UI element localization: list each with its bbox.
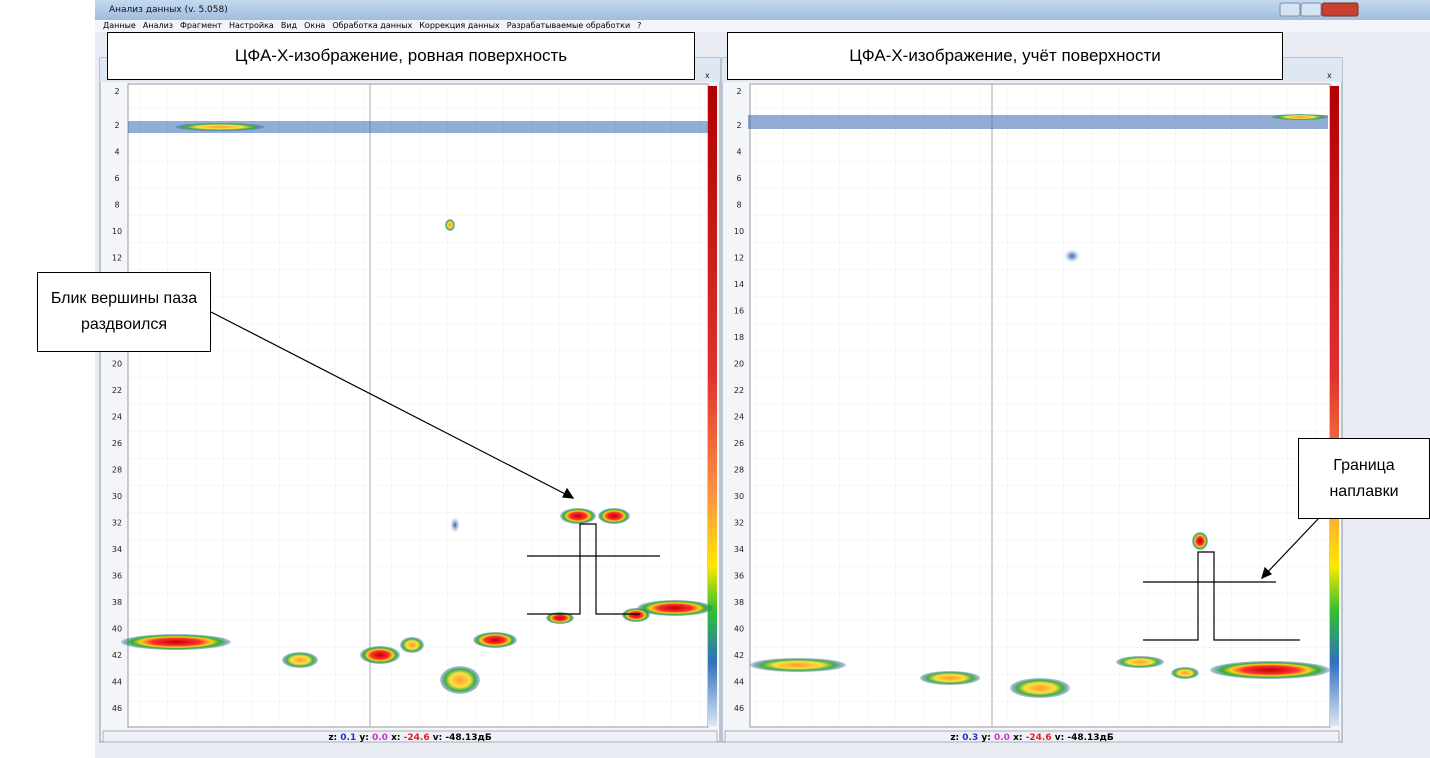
page: Анализ данных (v. 5.058) ДанныеАнализФра… [0,0,1430,758]
axis-label: 42 [112,651,122,660]
axis-label: 30 [734,492,744,501]
annotation: Граница наплавки [1298,438,1430,519]
axis-label: 22 [734,386,744,395]
annotation: Блик вершины паза раздвоился [37,272,211,352]
axis-label: 2 [736,121,741,130]
axis-label: 24 [112,413,122,422]
axis-label: 40 [734,625,744,634]
status-field: x: [1013,733,1022,743]
axis-label: 6 [736,174,741,183]
axis-label: 26 [112,439,122,448]
axis-label: 20 [734,360,744,369]
axis-label: 38 [734,598,744,607]
axis-label: 34 [112,545,122,554]
axis-label: 30 [112,492,122,501]
axis-label: 24 [734,413,744,422]
status-field: x: [391,733,400,743]
axis-label: 26 [734,439,744,448]
axis-label: 20 [112,360,122,369]
status-field: z: [950,733,959,743]
axis-label: 36 [734,572,744,581]
panel-caption: ЦФА-X-изображение, учёт поверхности [727,32,1283,80]
status-field: -24.6 [1026,733,1052,743]
minimize-button[interactable] [1280,3,1300,16]
axis-label: 12 [734,254,744,263]
axis-label: 46 [112,704,122,713]
axis-label: 2 [114,87,119,96]
axis-label: 10 [112,227,122,236]
panel-close: x [1327,71,1332,80]
status-field: -48.13дБ [1067,733,1113,743]
axis-label: 16 [734,307,744,316]
axis-label: 32 [112,519,122,528]
axis-label: 40 [112,625,122,634]
axis-label: 8 [736,201,741,210]
axis-label: 28 [734,466,744,475]
axis-label: 4 [114,148,119,157]
panel-caption: ЦФА-X-изображение, ровная поверхность [107,32,695,80]
axis-label: 14 [734,280,744,289]
axis-label: 28 [112,466,122,475]
axis-label: 6 [114,174,119,183]
axis-label: 12 [112,254,122,263]
status-field: y: [981,733,990,743]
panel-close: x [705,71,710,80]
color-bar [708,86,717,726]
status-field: 0.0 [372,733,388,743]
status-field: y: [359,733,368,743]
axis-label: 46 [734,704,744,713]
axis-label: 22 [112,386,122,395]
axis-label: 42 [734,651,744,660]
axis-label: 18 [734,333,744,342]
axis-label: 34 [734,545,744,554]
close-button[interactable] [1322,3,1358,16]
axis-label: 2 [114,121,119,130]
status-field: -48.13дБ [445,733,491,743]
status-field: z: [328,733,337,743]
status-field: v: [433,733,442,743]
plot-grid [750,84,1330,727]
status-field: 0.3 [962,733,978,743]
axis-label: 10 [734,227,744,236]
plot-grid [128,84,708,727]
maximize-button[interactable] [1301,3,1321,16]
workspace: x224681012141618202224262830323436384042… [0,0,1430,758]
axis-label: 44 [734,678,744,687]
status-field: 0.1 [340,733,356,743]
axis-label: 2 [736,87,741,96]
color-bar [1330,86,1339,726]
status-field: 0.0 [994,733,1010,743]
axis-label: 44 [112,678,122,687]
axis-label: 4 [736,148,741,157]
status-field: -24.6 [404,733,430,743]
axis-label: 36 [112,572,122,581]
axis-label: 8 [114,201,119,210]
axis-label: 32 [734,519,744,528]
status-text: z: 0.3 y: 0.0 x: -24.6 v: -48.13дБ [950,733,1114,743]
status-text: z: 0.1 y: 0.0 x: -24.6 v: -48.13дБ [328,733,492,743]
status-field: v: [1055,733,1064,743]
axis-label: 38 [112,598,122,607]
